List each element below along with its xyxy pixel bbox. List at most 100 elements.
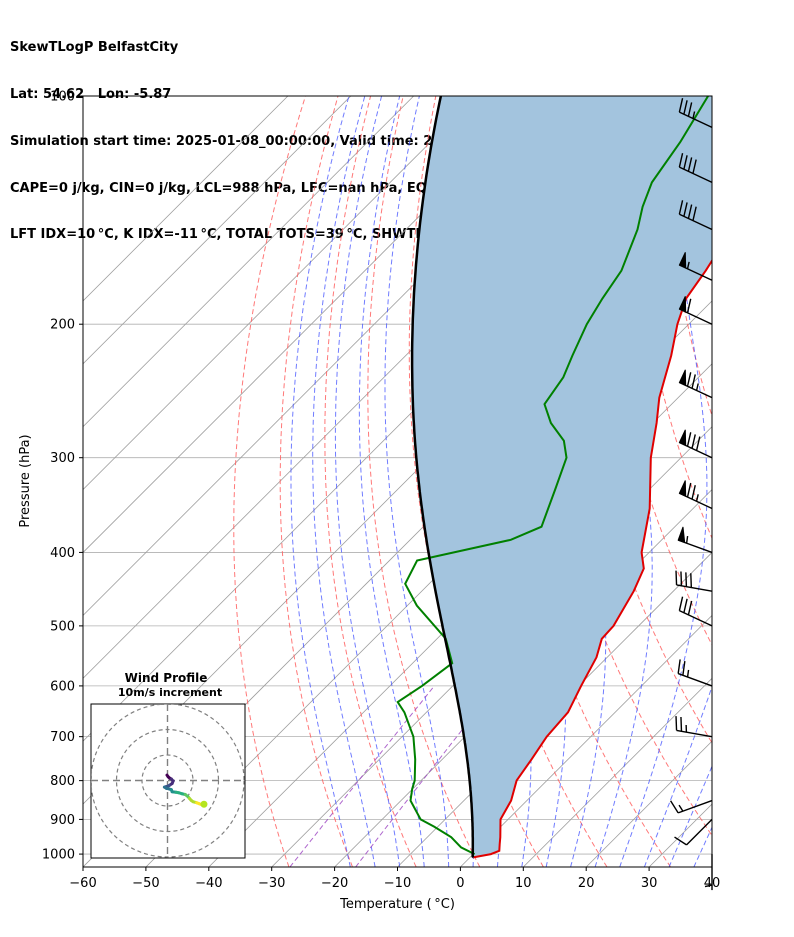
moist-adiabat-line	[290, 96, 351, 867]
moist-adiabat-line	[744, 96, 794, 867]
moist-adiabat-line	[619, 96, 708, 867]
wind-barb	[678, 429, 713, 459]
wind-barb	[678, 596, 713, 627]
y-tick-label: 200	[50, 318, 75, 333]
barb-flag	[678, 429, 687, 447]
cin-shading	[412, 96, 712, 858]
barb-feather	[685, 572, 688, 587]
barb-half-feather	[704, 884, 713, 888]
barb-feather	[690, 573, 693, 588]
mixing-ratio-line	[355, 685, 497, 867]
barb-feather	[683, 155, 688, 170]
profile-lines	[396, 96, 712, 859]
hodograph-inset: Wind Profile 10m/s increment	[90, 671, 246, 859]
dewpoint-line	[396, 96, 709, 855]
barb-feather	[686, 432, 692, 447]
hodograph-plot	[91, 704, 245, 858]
isotherm-line	[711, 866, 712, 867]
wind-barb	[678, 296, 713, 325]
moist-adiabat-line	[334, 96, 401, 867]
y-tick-label: 900	[50, 813, 75, 828]
moist-adiabat-line	[719, 96, 794, 867]
x-tick-label: −10	[384, 876, 411, 891]
barb-feather	[678, 596, 684, 611]
barb-feather	[686, 298, 692, 313]
isotherm-line	[83, 96, 477, 491]
barb-feather	[691, 374, 696, 389]
dry-adiabat-line	[279, 96, 353, 867]
barb-half-feather	[686, 669, 690, 678]
barb-feather	[692, 206, 697, 221]
hodograph-title: Wind Profile	[125, 671, 208, 685]
parcel-line	[410, 96, 475, 858]
wind-barb	[674, 818, 713, 846]
barb-staff	[686, 818, 713, 846]
barb-feather	[695, 436, 701, 451]
moist-adiabat-line	[384, 96, 450, 867]
barb-feather	[677, 659, 681, 674]
dry-adiabat-line	[233, 96, 306, 867]
y-tick-label: 400	[50, 546, 75, 561]
barb-flag	[677, 526, 686, 544]
barb-feather	[691, 434, 696, 449]
barb-staff	[679, 111, 713, 129]
wind-barb	[678, 480, 713, 510]
wind-barb	[677, 526, 713, 554]
x-axis-label: Temperature ( °C)	[339, 897, 455, 912]
barb-feather	[686, 482, 692, 498]
dry-adiabat-line	[729, 96, 794, 867]
barb-feather	[680, 571, 683, 586]
barb-flag	[678, 480, 687, 498]
barb-staff	[676, 584, 713, 592]
x-tick-label: 40	[704, 876, 721, 891]
wind-barbs	[669, 98, 713, 891]
barb-feather	[669, 800, 679, 814]
dry-adiabat-line	[367, 96, 481, 867]
barb-feather	[682, 661, 686, 676]
y-tick-label: 800	[50, 774, 75, 789]
barb-half-feather	[686, 261, 690, 269]
barb-feather	[675, 570, 678, 585]
x-tick-label: 30	[641, 876, 658, 891]
isotherm-line	[83, 96, 289, 302]
barb-half-feather	[678, 804, 684, 812]
barb-half-feather	[695, 383, 699, 391]
y-tick-label: 100	[50, 90, 75, 105]
barb-feather	[678, 200, 684, 215]
hodograph-end-marker	[200, 800, 208, 808]
x-tick-label: −30	[258, 876, 285, 891]
barb-flag	[678, 252, 687, 269]
barb-staff	[679, 610, 713, 627]
hodograph-ring	[91, 704, 245, 858]
barb-feather	[675, 716, 678, 731]
barb-staff	[679, 213, 713, 231]
x-tick-label: −40	[195, 876, 222, 891]
barb-feather	[674, 836, 687, 846]
wind-barb	[675, 716, 713, 738]
mixing-ratio-line	[289, 685, 435, 867]
x-tick-label: 0	[456, 876, 464, 891]
barb-feather	[692, 159, 697, 174]
barb-feather	[683, 598, 688, 613]
barb-staff	[679, 166, 713, 184]
moist-adiabat-line	[668, 765, 712, 867]
barb-feather	[687, 204, 693, 219]
barb-feather	[687, 102, 693, 117]
y-tick-label: 1000	[42, 848, 75, 863]
wind-barb	[678, 369, 713, 399]
moist-adiabat-line	[358, 96, 425, 867]
barb-half-feather	[692, 111, 696, 119]
title-latlon: Lat: 54.62 Lon: -5.87	[10, 86, 172, 102]
x-tick-label: −60	[69, 876, 96, 891]
moist-adiabat-line	[643, 685, 712, 867]
x-tick-label: 10	[515, 876, 532, 891]
x-tick-label: 20	[578, 876, 595, 891]
barb-feather	[678, 153, 684, 168]
barb-staff	[677, 672, 713, 687]
moist-adiabat-line	[312, 96, 376, 867]
isotherm-line	[523, 677, 712, 867]
dry-adiabat-line	[324, 96, 417, 867]
barb-staff	[676, 729, 713, 738]
dry-adiabat-line	[762, 96, 794, 867]
